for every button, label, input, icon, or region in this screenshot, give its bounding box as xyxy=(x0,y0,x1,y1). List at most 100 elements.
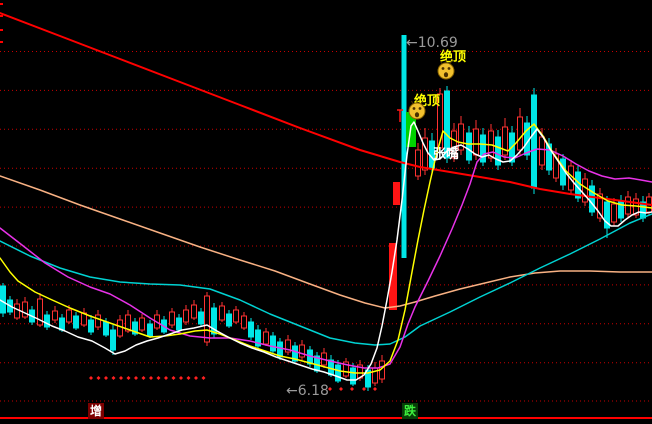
candle-body-down xyxy=(226,313,232,327)
annotation-label: 张嘴 xyxy=(433,146,459,162)
candle xyxy=(350,363,356,386)
candle-body-down xyxy=(73,315,79,329)
candle xyxy=(255,325,261,348)
diamond-mark xyxy=(339,387,343,391)
candle-body-up xyxy=(14,303,20,319)
candle xyxy=(604,196,610,238)
candle-body-down xyxy=(248,321,254,338)
candle-body-up xyxy=(263,331,269,345)
candle-body-up xyxy=(22,301,28,318)
candle-body-down xyxy=(176,317,182,331)
candle xyxy=(263,328,269,346)
candle-body-up xyxy=(553,153,559,179)
candle-body-up xyxy=(539,136,545,166)
candle xyxy=(176,314,182,332)
candle-body-up xyxy=(183,309,189,323)
left-edge-ticks xyxy=(0,3,3,43)
candle-body-up xyxy=(582,178,588,203)
candle xyxy=(22,297,28,319)
candle-body-down xyxy=(211,307,217,335)
candle xyxy=(451,123,457,162)
candle-body-up xyxy=(204,295,210,343)
diamond-mark xyxy=(141,376,146,380)
smiley-face-icon xyxy=(408,100,426,120)
candle xyxy=(110,325,116,355)
candle-body-up xyxy=(451,130,457,159)
candle xyxy=(480,128,486,166)
candle xyxy=(233,306,239,324)
candle-body-down xyxy=(335,364,341,382)
candle-body-down xyxy=(466,132,472,161)
ma-lines xyxy=(0,12,652,381)
candle xyxy=(132,318,138,336)
diamond-mark xyxy=(149,376,153,380)
candle xyxy=(191,300,197,320)
candles xyxy=(0,86,652,391)
candle-body-down xyxy=(110,329,116,351)
candle xyxy=(466,126,472,164)
candle-body-down xyxy=(0,285,6,314)
candle-body-down xyxy=(255,329,261,347)
ma-cyan-line xyxy=(0,213,652,346)
candle-body-up xyxy=(95,314,101,328)
candle-body-down xyxy=(147,323,153,337)
annotation-label: 绝顶 xyxy=(440,49,466,65)
candle xyxy=(597,188,603,222)
diamond-mark xyxy=(186,376,191,380)
candle-body-up xyxy=(611,203,617,223)
candle xyxy=(169,308,175,328)
candle xyxy=(517,108,523,155)
candle-body-down xyxy=(44,314,50,328)
candle-body-down xyxy=(444,90,450,159)
footer-label-text: 增 xyxy=(90,403,102,418)
candle-body-up xyxy=(52,310,58,321)
candle-body-down xyxy=(59,317,65,331)
diamond-mark xyxy=(194,376,198,380)
candle-body-up xyxy=(169,311,175,326)
ma-magenta-line xyxy=(0,148,652,369)
candle-body-up xyxy=(191,304,197,319)
candle-body-up xyxy=(66,309,72,323)
diamond-mark xyxy=(373,387,377,391)
diamond-mark xyxy=(111,376,116,380)
candle-body-down xyxy=(198,311,204,325)
candle-body-down xyxy=(350,367,356,385)
candle-body-down xyxy=(270,335,276,352)
ma-yellow-line xyxy=(0,123,652,374)
candle xyxy=(139,314,145,332)
price-label: ←10.69 xyxy=(406,35,458,51)
candle-body-up xyxy=(117,319,123,337)
candle-body-up xyxy=(285,339,291,353)
candle-body-down xyxy=(132,321,138,335)
candle xyxy=(226,310,232,328)
price-label: ←6.18 xyxy=(286,383,329,399)
diamond-mark xyxy=(156,376,161,380)
footer-label: 跌 xyxy=(402,403,418,419)
candle xyxy=(285,335,291,355)
candle xyxy=(37,293,43,327)
candle-body-up xyxy=(241,315,247,329)
candle-body-up xyxy=(415,149,421,177)
candle-body-down xyxy=(589,185,595,213)
candle-body-up xyxy=(458,123,464,151)
diamond-mark xyxy=(134,376,138,380)
candle xyxy=(589,180,595,216)
candle-body-up xyxy=(597,193,603,219)
diamond-mark xyxy=(179,376,183,380)
footer-label-text: 跌 xyxy=(404,403,417,418)
candle-body-down xyxy=(88,319,94,333)
candle-body-down xyxy=(495,136,501,166)
candle xyxy=(52,306,58,323)
candle xyxy=(299,340,305,360)
candle-body-down xyxy=(480,134,486,163)
candle xyxy=(458,116,464,155)
candle-body-down xyxy=(103,321,109,336)
diamond-mark xyxy=(104,376,108,380)
candle-body-down xyxy=(604,201,610,229)
candle-body-up xyxy=(502,126,508,156)
smiley-face-icon xyxy=(437,60,455,80)
candle-body-down xyxy=(546,143,552,171)
candle xyxy=(335,360,341,383)
